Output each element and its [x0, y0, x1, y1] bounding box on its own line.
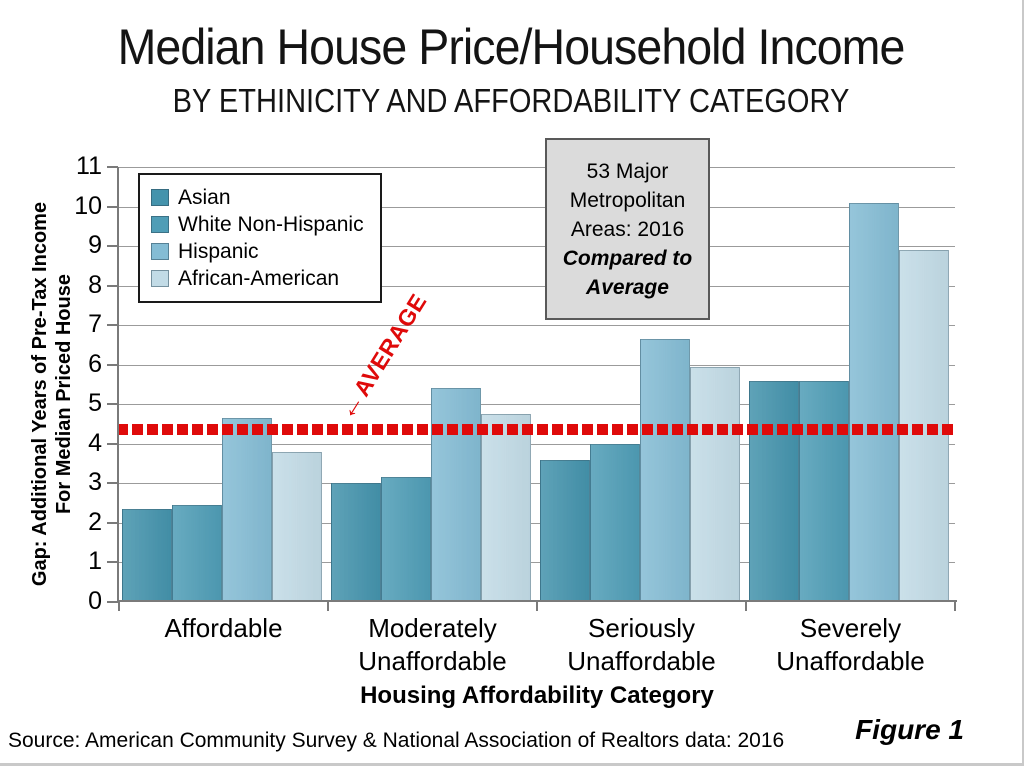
- y-tick-mark-10: [107, 205, 118, 208]
- gridline-2: [119, 522, 955, 524]
- y-tick-mark-7: [107, 324, 118, 327]
- figure-label: Figure 1: [855, 714, 964, 745]
- chart-subtitle: BY ETHINICITY AND AFFORDABILITY CATEGORY: [172, 82, 850, 119]
- x-tick-mark-2: [536, 602, 538, 611]
- bar-white-non-hispanic-affordable: [172, 505, 222, 602]
- gridline-11: [119, 167, 955, 168]
- x-tick-mark-3: [745, 602, 747, 611]
- annotation-text: 53 Major Metropolitan Areas: 2016: [569, 159, 686, 241]
- plot-area: ←AVERAGE: [117, 167, 957, 602]
- y-tick-label-6: 6: [88, 349, 102, 378]
- legend-item-african-american: African-American: [151, 265, 368, 292]
- y-tick-label-1: 1: [88, 547, 102, 576]
- bar-white-non-hispanic-seriously-unaffordable: [590, 443, 640, 602]
- y-tick-mark-8: [107, 284, 118, 287]
- y-tick-label-4: 4: [88, 428, 102, 457]
- y-tick-mark-0: [107, 601, 118, 603]
- legend-swatch-asian: [151, 189, 169, 206]
- gridline-8: [119, 285, 955, 287]
- annotation-box: 53 Major Metropolitan Areas: 2016 Compar…: [545, 138, 710, 320]
- bar-white-non-hispanic-severely-unaffordable: [799, 380, 849, 602]
- bar-hispanic-severely-unaffordable: [849, 202, 899, 602]
- average-line: [117, 424, 957, 436]
- legend-label: Hispanic: [178, 239, 259, 263]
- legend-label: White Non-Hispanic: [178, 212, 364, 236]
- x-tick-mark-0: [118, 602, 120, 611]
- y-tick-label-5: 5: [88, 389, 102, 418]
- gridline-6: [119, 364, 955, 366]
- y-tick-mark-5: [107, 403, 118, 406]
- x-tick-label-seriously-unaffordable: Seriously Unaffordable: [567, 613, 716, 676]
- bar-asian-seriously-unaffordable: [540, 459, 590, 602]
- y-tick-mark-3: [107, 482, 118, 485]
- y-tick-label-8: 8: [88, 270, 102, 299]
- bar-hispanic-moderately-unaffordable: [431, 388, 481, 602]
- y-tick-label-2: 2: [88, 507, 102, 536]
- chart-title: Median House Price/Household Income: [117, 19, 906, 75]
- legend-swatch-white-non-hispanic: [151, 216, 169, 233]
- bar-hispanic-seriously-unaffordable: [640, 339, 690, 602]
- y-tick-mark-2: [107, 521, 118, 524]
- y-axis-line: [117, 167, 119, 602]
- x-tick-label-affordable: Affordable: [164, 613, 283, 643]
- gridline-4: [119, 443, 955, 445]
- gridline-9: [119, 246, 955, 248]
- y-tick-mark-9: [107, 245, 118, 248]
- x-axis-title: Housing Affordability Category: [360, 682, 714, 709]
- legend-swatch-hispanic: [151, 243, 169, 260]
- y-tick-mark-6: [107, 363, 118, 366]
- gridline-3: [119, 483, 955, 485]
- y-tick-mark-11: [107, 166, 118, 168]
- y-tick-label-9: 9: [88, 231, 102, 260]
- bar-white-non-hispanic-moderately-unaffordable: [381, 477, 431, 602]
- gridline-7: [119, 325, 955, 327]
- y-tick-label-10: 10: [74, 191, 102, 220]
- bar-group-seriously-unaffordable: [537, 167, 746, 602]
- bar-group-severely-unaffordable: [746, 167, 955, 602]
- bar-african-american-seriously-unaffordable: [690, 366, 740, 602]
- bar-hispanic-affordable: [222, 418, 272, 602]
- gridline-5: [119, 404, 955, 406]
- x-axis-line: [117, 600, 957, 602]
- y-tick-label-7: 7: [88, 310, 102, 339]
- y-axis-title-line1: Gap: Additional Years of Pre-Tax Income: [29, 201, 51, 587]
- x-tick-label-moderately-unaffordable: Moderately Unaffordable: [358, 613, 507, 676]
- legend: Asian White Non-Hispanic Hispanic African-A…: [138, 173, 382, 303]
- source-note: Source: American Community Survey & Nati…: [8, 729, 785, 752]
- gridline-10: [119, 206, 955, 208]
- y-tick-label-0: 0: [88, 587, 102, 615]
- bar-african-american-affordable: [272, 451, 322, 602]
- gridline-1: [119, 562, 955, 564]
- legend-swatch-african-american: [151, 270, 169, 287]
- y-tick-label-3: 3: [88, 468, 102, 497]
- bar-asian-affordable: [122, 509, 172, 602]
- y-tick-mark-1: [107, 561, 118, 564]
- x-tick-label-severely-unaffordable: Severely Unaffordable: [776, 613, 925, 676]
- x-tick-mark-1: [327, 602, 329, 611]
- legend-item-asian: Asian: [151, 184, 368, 211]
- bar-group-moderately-unaffordable: [328, 167, 537, 602]
- y-tick-label-11: 11: [76, 152, 102, 180]
- legend-item-hispanic: Hispanic: [151, 238, 368, 265]
- x-tick-mark-4: [954, 602, 956, 611]
- bar-asian-moderately-unaffordable: [331, 483, 381, 602]
- legend-item-white-non-hispanic: White Non-Hispanic: [151, 211, 368, 238]
- legend-label: Asian: [178, 185, 231, 209]
- legend-label: African-American: [178, 266, 340, 290]
- bar-african-american-moderately-unaffordable: [481, 414, 531, 602]
- bar-group-affordable: [119, 167, 328, 602]
- y-tick-mark-4: [107, 442, 118, 445]
- bar-asian-severely-unaffordable: [749, 380, 799, 602]
- annotation-emphasis: Compared to Average: [562, 246, 693, 299]
